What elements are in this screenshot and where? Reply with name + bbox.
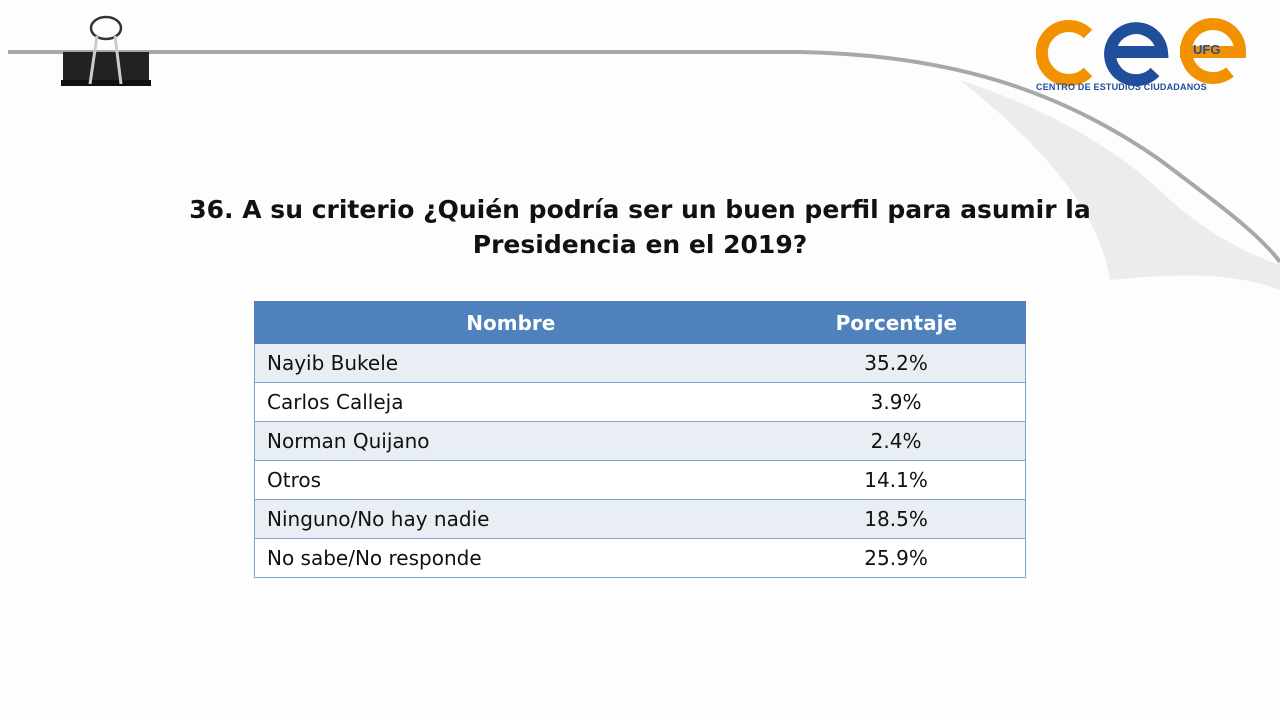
title-line-2: Presidencia en el 2019? (472, 230, 808, 259)
table-row: Ninguno/No hay nadie 18.5% (254, 499, 1027, 539)
name-cell: Ninguno/No hay nadie (254, 499, 768, 539)
name-cell: Otros (254, 460, 768, 500)
table-row: Norman Quijano 2.4% (254, 421, 1027, 461)
percent-cell: 2.4% (767, 421, 1027, 461)
binder-clip-icon (61, 15, 151, 86)
cec-ufg-logo: UFG (1035, 18, 1247, 87)
table-row: Otros 14.1% (254, 460, 1027, 500)
percent-cell: 14.1% (767, 460, 1027, 500)
name-cell: No sabe/No responde (254, 538, 768, 578)
table-row: Carlos Calleja 3.9% (254, 382, 1027, 422)
table-row: No sabe/No responde 25.9% (254, 538, 1027, 578)
table-header-row: Nombre Porcentaje (254, 301, 1027, 344)
results-table: Nombre Porcentaje Nayib Bukele 35.2% Carl… (254, 301, 1027, 578)
name-cell: Nayib Bukele (254, 343, 768, 383)
slide-title: 36. A su criterio ¿Quién podría ser un b… (140, 192, 1140, 262)
percent-cell: 3.9% (767, 382, 1027, 422)
name-cell: Carlos Calleja (254, 382, 768, 422)
name-cell: Norman Quijano (254, 421, 768, 461)
percent-cell: 25.9% (767, 538, 1027, 578)
title-line-1: 36. A su criterio ¿Quién podría ser un b… (189, 195, 1091, 224)
table-row: Nayib Bukele 35.2% (254, 343, 1027, 383)
percent-cell: 18.5% (767, 499, 1027, 539)
percent-cell: 35.2% (767, 343, 1027, 383)
logo-text: CENTRO DE ESTUDIOS CIUDADANOS (1036, 82, 1207, 92)
header-nombre: Nombre (254, 301, 768, 344)
ufg-badge: UFG (1193, 42, 1220, 57)
header-porcentaje: Porcentaje (766, 301, 1027, 344)
